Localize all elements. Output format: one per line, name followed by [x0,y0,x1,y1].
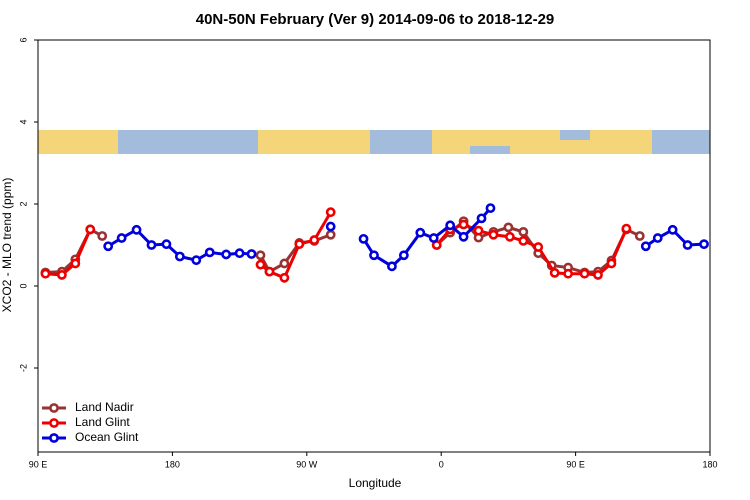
point [294,239,305,250]
plot-frame [37,39,711,453]
point [504,231,515,242]
point [325,221,336,232]
point [634,231,645,241]
x-tick-label: 180 [165,459,180,469]
point [309,235,320,245]
point [279,258,290,269]
y-tick-label: 6 [18,37,28,42]
legend-marker [49,433,59,443]
point [103,241,114,252]
point [131,224,142,235]
point [358,233,369,244]
point [458,219,469,230]
point [488,229,499,240]
point [458,231,469,242]
y-tick-label: 0 [18,283,28,288]
point [146,240,157,250]
point [652,233,663,243]
legend-marker [49,418,59,428]
point [369,250,379,261]
legend-marker [49,403,59,413]
point [503,222,514,233]
point [85,224,96,235]
legend-label: Ocean Glint [75,430,139,444]
point [699,239,709,250]
point [518,235,529,246]
point [445,220,456,231]
point [56,270,67,280]
point [533,242,544,252]
point [97,231,108,241]
x-tick-label: 90 W [296,459,318,469]
point [40,268,51,279]
point [428,233,439,243]
point [387,261,397,272]
point [563,268,574,279]
point [264,266,275,277]
point [191,255,202,266]
y-tick-label: 4 [18,119,28,124]
point [476,213,487,224]
y-tick-label: 2 [18,201,28,206]
point [579,268,590,279]
x-tick-label: 0 [439,459,444,469]
point [640,241,651,252]
point [116,233,127,243]
point [682,240,693,250]
point [518,226,529,237]
point [221,249,232,260]
chart-title: 40N-50N February (Ver 9) 2014-09-06 to 2… [196,11,555,28]
point [279,272,290,283]
point [325,207,336,218]
point [255,259,266,270]
map-strip [38,130,710,154]
point [325,229,336,240]
point [485,203,496,213]
point [70,258,81,269]
point [473,225,484,236]
legend-label: Land Glint [75,415,130,429]
point [606,258,617,269]
point [398,250,409,261]
point [234,248,245,259]
point [204,247,215,258]
point [549,267,560,278]
x-tick-label: 90 E [566,459,585,469]
point [415,227,426,238]
point [246,249,257,259]
point [621,223,632,234]
point [255,250,266,261]
x-tick-label: 90 E [29,459,48,469]
point [174,251,185,262]
y-tick-label: -2 [18,364,28,372]
x-axis-label: Longitude [349,476,402,490]
point [667,224,678,235]
y-axis-label: XCO2 - MLO trend (ppm) [0,178,14,313]
legend-label: Land Nadir [75,400,134,414]
point [161,239,172,250]
x-tick-label: 180 [702,459,717,469]
point [593,270,603,280]
